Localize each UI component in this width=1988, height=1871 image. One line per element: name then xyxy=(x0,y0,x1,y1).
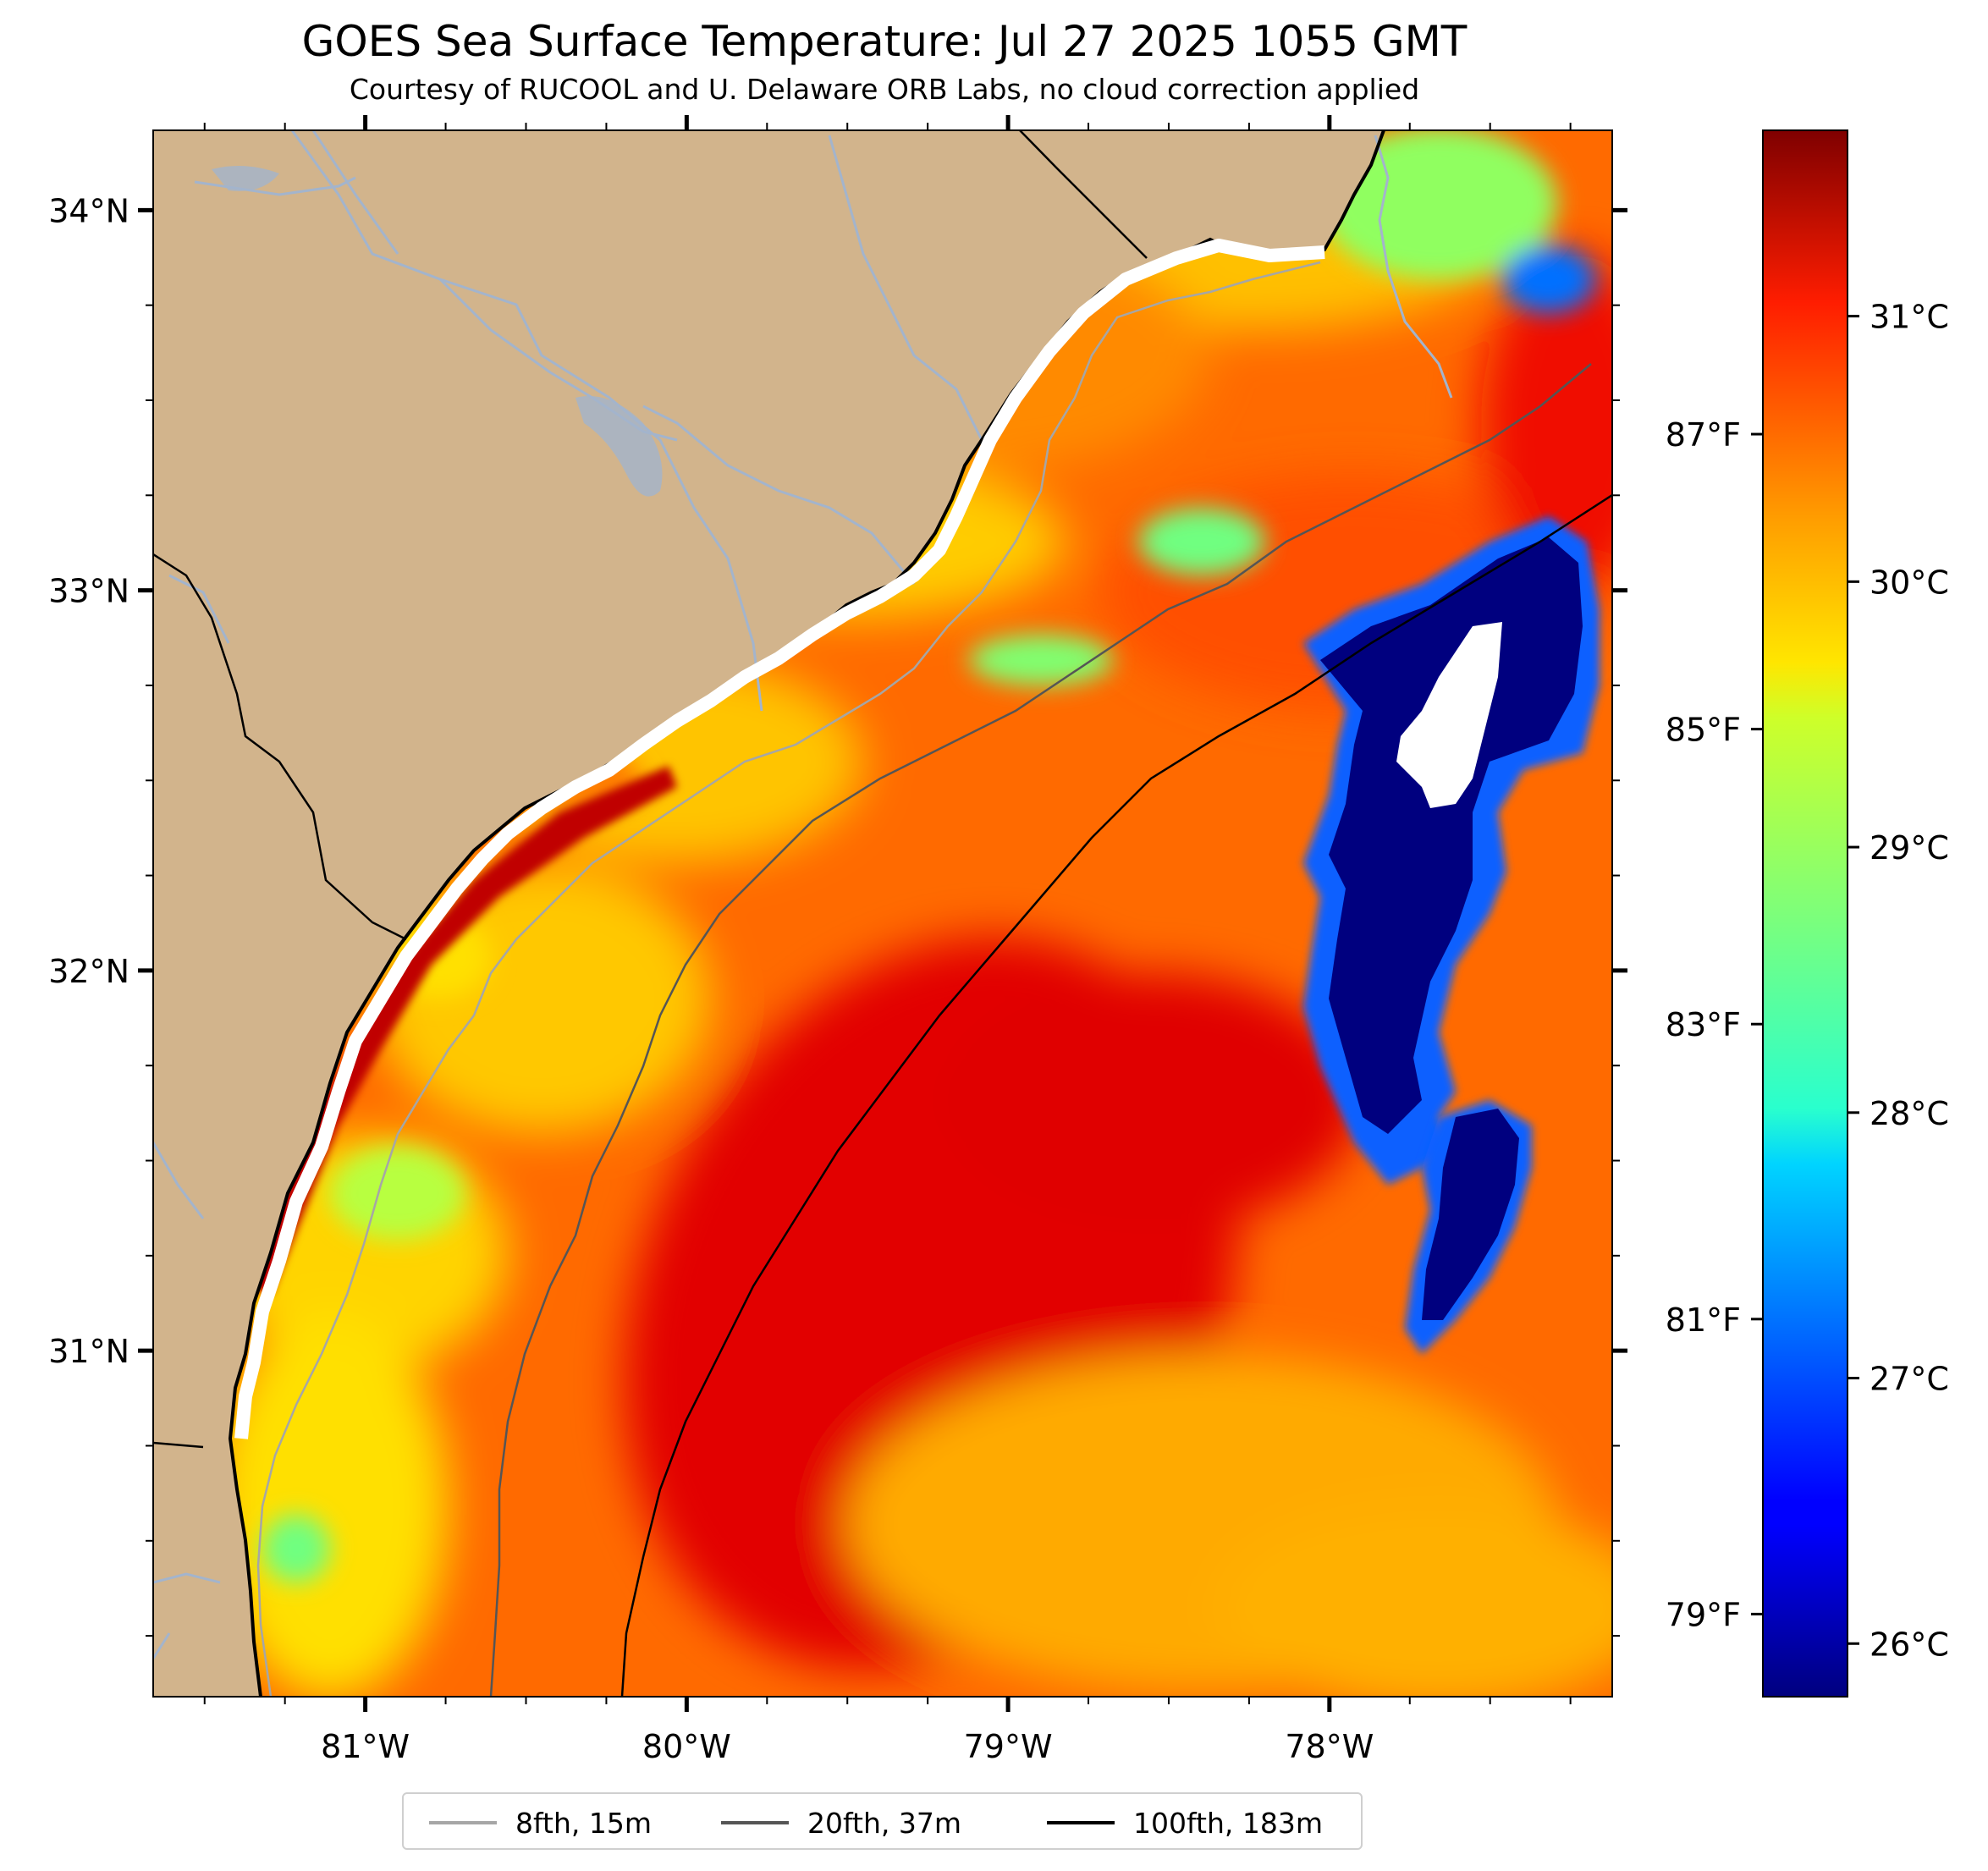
colorbar-label-celsius: 30°C xyxy=(1870,564,1949,601)
colorbar-label-fahrenheit: 79°F xyxy=(1666,1596,1741,1633)
axis-ticks: 81°W 80°W 79°W 78°W 34°N 33°N 32°N 31°N xyxy=(48,115,1627,1765)
land-mass xyxy=(153,130,1384,1697)
colorbar-label-celsius: 26°C xyxy=(1870,1626,1949,1663)
colorbar-label-fahrenheit: 85°F xyxy=(1666,712,1741,749)
x-tick-label: 79°W xyxy=(964,1728,1053,1765)
near-shore-no-data xyxy=(234,239,1325,1439)
legend-label: 8fth, 15m xyxy=(515,1806,653,1840)
legend-swatch xyxy=(1047,1821,1115,1824)
map-title: GOES Sea Surface Temperature: Jul 27 202… xyxy=(301,17,1468,66)
legend-item-100fth: 100fth, 183m xyxy=(1047,1806,1323,1840)
colorbar-label-fahrenheit: 81°F xyxy=(1666,1301,1741,1339)
lake xyxy=(212,166,279,191)
colorbar xyxy=(1762,129,1848,1698)
bathymetry-legend: 8fth, 15m 20fth, 37m 100fth, 183m xyxy=(402,1792,1363,1850)
colorbar-label-celsius: 28°C xyxy=(1870,1095,1949,1132)
contour-8fth xyxy=(256,261,1321,1697)
map-subtitle: Courtesy of RUCOOL and U. Delaware ORB L… xyxy=(349,73,1420,106)
plot-frame xyxy=(152,129,1613,1698)
y-tick-label: 31°N xyxy=(48,1333,129,1370)
legend-item-8fth: 8fth, 15m xyxy=(429,1806,652,1840)
legend-label: 100fth, 183m xyxy=(1133,1806,1323,1840)
legend-swatch xyxy=(721,1821,789,1824)
sst-plot-area xyxy=(153,130,1612,1697)
contour-100fth xyxy=(620,493,1612,1697)
y-tick-label: 33°N xyxy=(48,573,129,610)
state-boundaries xyxy=(153,130,1148,1449)
x-tick-label: 78°W xyxy=(1285,1728,1374,1765)
y-tick-label: 34°N xyxy=(48,192,129,229)
sst-cold-patch xyxy=(1303,516,1600,1354)
legend-item-20fth: 20fth, 37m xyxy=(721,1806,961,1840)
legend-label: 20fth, 37m xyxy=(807,1806,961,1840)
legend-swatch xyxy=(429,1821,497,1824)
lake xyxy=(575,396,663,497)
x-tick-label: 80°W xyxy=(642,1728,731,1765)
contour-20fth xyxy=(489,363,1592,1697)
colorbar-label-celsius: 31°C xyxy=(1870,299,1949,336)
colorbar-ticks: 31°C 30°C 29°C 28°C 27°C 26°C 87°F 85°F 83°F 81°F… xyxy=(1666,299,1949,1664)
colorbar-label-fahrenheit: 83°F xyxy=(1666,1006,1741,1043)
colorbar-label-celsius: 27°C xyxy=(1870,1361,1949,1398)
y-tick-label: 32°N xyxy=(48,953,129,990)
no-data-patch xyxy=(1396,622,1502,808)
colorbar-label-fahrenheit: 87°F xyxy=(1666,416,1741,454)
colorbar-label-celsius: 29°C xyxy=(1870,829,1949,867)
x-tick-label: 81°W xyxy=(321,1728,410,1765)
